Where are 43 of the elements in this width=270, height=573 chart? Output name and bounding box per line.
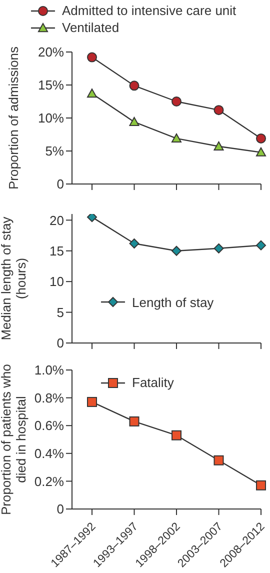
y-tick-label: 0.4% (34, 446, 64, 462)
y-tick-label: 0.6% (34, 418, 64, 434)
point (214, 455, 224, 466)
y-tick-label: 15% (38, 78, 64, 93)
point (129, 238, 140, 248)
legend-label: Length of stay (132, 294, 214, 310)
point (129, 116, 140, 126)
point (87, 88, 97, 98)
y-axis-title: Median length of stay (hours) (0, 216, 28, 340)
point (87, 396, 97, 407)
y-tick-label: 0 (56, 176, 64, 192)
y-axis-title: Proportion of admissions (6, 46, 21, 190)
y-tick-label: 0 (56, 502, 64, 517)
legend-label: Fatality (132, 375, 174, 390)
point (256, 480, 266, 490)
y-tick-label: 20% (38, 44, 64, 60)
point (256, 133, 266, 144)
point (256, 240, 266, 250)
point (172, 246, 182, 256)
point (172, 96, 182, 106)
point (214, 141, 224, 150)
y-tick-label: 5% (45, 144, 64, 159)
point (129, 80, 140, 91)
point (256, 147, 266, 156)
legend-label: Admitted to intensive care unit (62, 3, 236, 18)
point (172, 430, 182, 440)
point (129, 416, 140, 426)
point (87, 214, 97, 222)
point (214, 105, 224, 116)
point (172, 133, 182, 143)
y-tick-label: 0 (56, 336, 64, 351)
point (87, 52, 97, 62)
legend-label: Ventilated (62, 20, 120, 35)
y-tick-label: 10% (38, 110, 64, 126)
y-tick-label: 0.8% (34, 390, 64, 406)
y-tick-label: 10 (50, 274, 64, 290)
y-axis-title: Proportion of patients who died in hospital (0, 364, 28, 516)
y-tick-label: 15 (50, 243, 64, 258)
point (214, 243, 224, 254)
y-tick-label: 1.0% (34, 362, 64, 378)
y-tick-label: 20 (50, 212, 64, 228)
y-tick-label: 0.2% (34, 474, 64, 489)
y-tick-label: 5 (56, 304, 64, 320)
